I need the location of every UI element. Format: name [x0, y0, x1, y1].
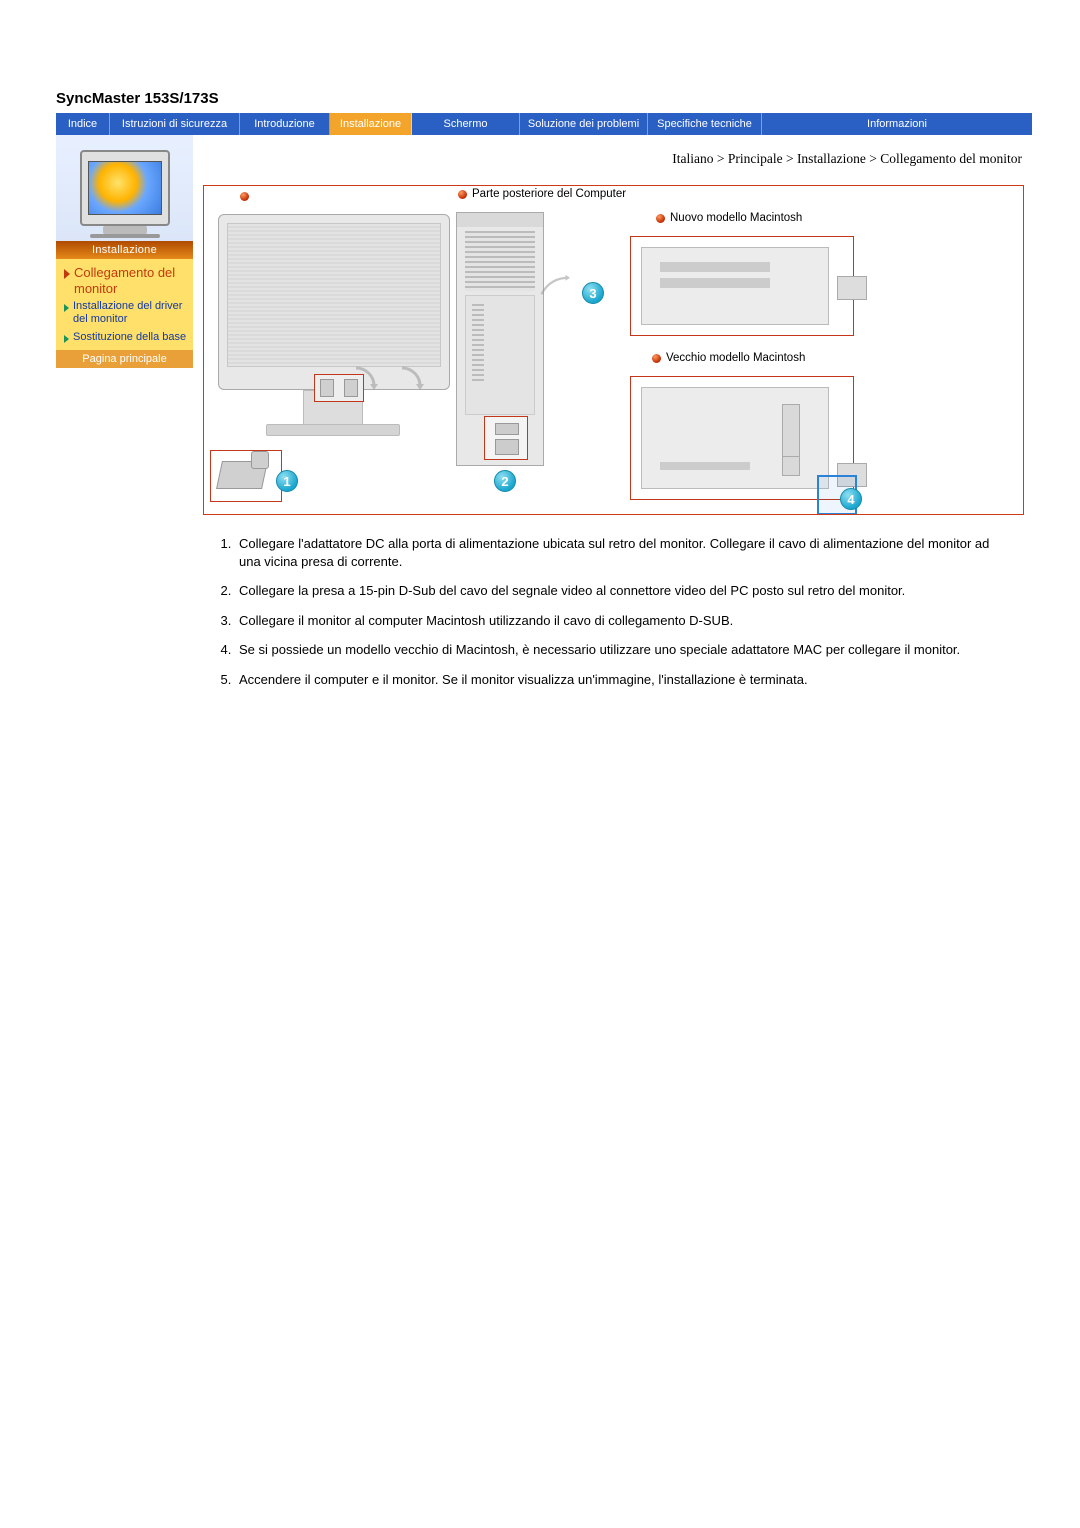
instruction-item: Collegare il monitor al computer Macinto…: [235, 612, 1014, 630]
instruction-item: Accendere il computer e il monitor. Se i…: [235, 671, 1014, 689]
tab-bar: Indice Istruzioni di sicurezza Introduzi…: [56, 113, 1032, 135]
arrow-right-icon: [64, 304, 69, 312]
connection-diagram: Parte posteriore del Computer Nuovo mode…: [203, 185, 1024, 515]
mac-new-illustration: [630, 236, 854, 336]
arrow-icon: [354, 366, 384, 390]
sidebar-link-collegamento[interactable]: Collegamento del monitor: [64, 265, 187, 296]
sidebar-image: [56, 135, 193, 241]
tab-schermo[interactable]: Schermo: [412, 113, 520, 135]
sidebar-link-label: Collegamento del monitor: [74, 265, 187, 296]
arrow-right-icon: [64, 335, 69, 343]
main-content: Italiano > Principale > Installazione > …: [193, 135, 1032, 700]
sidebar-heading: Installazione: [56, 241, 193, 259]
sidebar-link-base[interactable]: Sostituzione della base: [64, 331, 187, 344]
sidebar-link-label: Installazione del driver del monitor: [73, 300, 187, 326]
tab-introduzione[interactable]: Introduzione: [240, 113, 330, 135]
sidebar-home-link[interactable]: Pagina principale: [56, 350, 193, 368]
instruction-item: Collegare la presa a 15-pin D-Sub del ca…: [235, 582, 1014, 600]
label-text: Nuovo modello Macintosh: [670, 212, 802, 224]
dot-icon: [656, 214, 665, 223]
label-text: Vecchio modello Macintosh: [666, 352, 805, 364]
instruction-item: Se si possiede un modello vecchio di Mac…: [235, 641, 1014, 659]
mac-old-illustration: [630, 376, 854, 500]
badge-1: 1: [276, 470, 298, 492]
tab-istruzioni[interactable]: Istruzioni di sicurezza: [110, 113, 240, 135]
arrow-icon: [400, 366, 430, 390]
label-text: Parte posteriore del Computer: [472, 188, 626, 200]
label-monitor-back: [240, 192, 254, 201]
tab-indice[interactable]: Indice: [56, 113, 110, 135]
tab-soluzione[interactable]: Soluzione dei problemi: [520, 113, 648, 135]
arrow-icon: [540, 274, 570, 298]
label-mac-new: Nuovo modello Macintosh: [656, 212, 802, 224]
sidebar-links: Collegamento del monitor Installazione d…: [56, 259, 193, 350]
dot-icon: [458, 190, 467, 199]
badge-3: 3: [582, 282, 604, 304]
instruction-list: Collegare l'adattatore DC alla porta di …: [235, 535, 1014, 688]
computer-io-highlight: [484, 416, 528, 460]
page-title: SyncMaster 153S/173S: [56, 90, 1032, 107]
sidebar: Installazione Collegamento del monitor I…: [56, 135, 193, 700]
dc-adapter-illustration: [210, 450, 282, 502]
arrow-right-icon: [64, 269, 70, 279]
sidebar-link-driver[interactable]: Installazione del driver del monitor: [64, 300, 187, 326]
label-mac-old: Vecchio modello Macintosh: [652, 352, 805, 364]
monitor-back-illustration: [218, 214, 450, 442]
dot-icon: [240, 192, 249, 201]
tab-installazione[interactable]: Installazione: [330, 113, 412, 135]
sidebar-link-label: Sostituzione della base: [73, 331, 186, 344]
badge-2: 2: [494, 470, 516, 492]
badge-4: 4: [840, 488, 862, 510]
instruction-item: Collegare l'adattatore DC alla porta di …: [235, 535, 1014, 570]
dot-icon: [652, 354, 661, 363]
tab-informazioni[interactable]: Informazioni: [762, 113, 1032, 135]
breadcrumb: Italiano > Principale > Installazione > …: [203, 151, 1022, 167]
label-computer-back: Parte posteriore del Computer: [458, 188, 626, 200]
tab-specifiche[interactable]: Specifiche tecniche: [648, 113, 762, 135]
